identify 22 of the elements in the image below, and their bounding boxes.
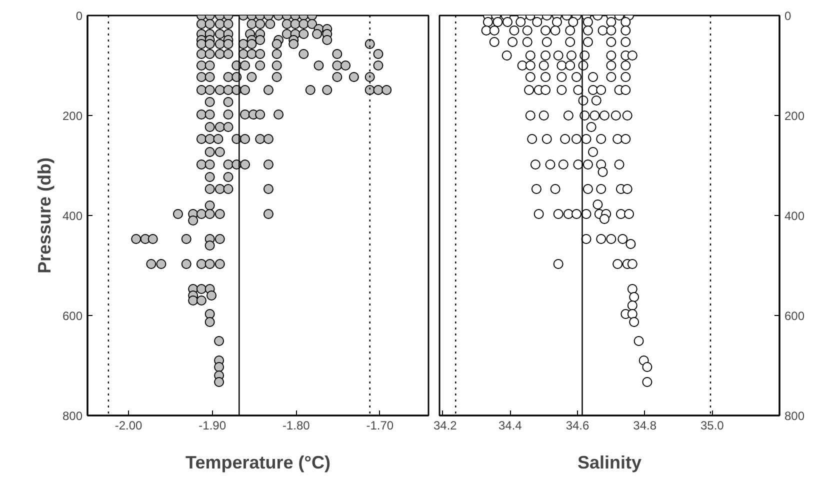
y-tick-label: 600 [62,309,83,323]
y-axis-title: Pressure (db) [34,157,54,274]
x-tick-label: 34.8 [633,418,657,432]
y-tick-label: 0 [784,9,792,23]
x-tick-label: 34.4 [498,418,522,432]
x-tick-label: 34.6 [566,418,590,432]
y-tick-label: 400 [62,209,83,223]
x-axis-title: Temperature (°C) [186,452,330,472]
x-tick-label: -2.00 [114,418,143,432]
y-tick-label: 800 [784,409,805,423]
y-tick-label: 800 [62,409,83,423]
y-tick-label: 400 [784,209,805,223]
y-tick-label: 200 [62,109,83,123]
x-axis-title: Salinity [577,452,642,472]
y-tick-label: 200 [784,109,805,123]
y-tick-label: 600 [784,309,805,323]
y-tick-label: 0 [76,9,83,23]
x-tick-label: 35.0 [700,418,724,432]
x-tick-label: 34.2 [434,418,458,432]
x-tick-label: -1.90 [198,418,226,432]
x-tick-label: -1.70 [366,418,394,432]
x-tick-label: -1.80 [282,418,310,432]
